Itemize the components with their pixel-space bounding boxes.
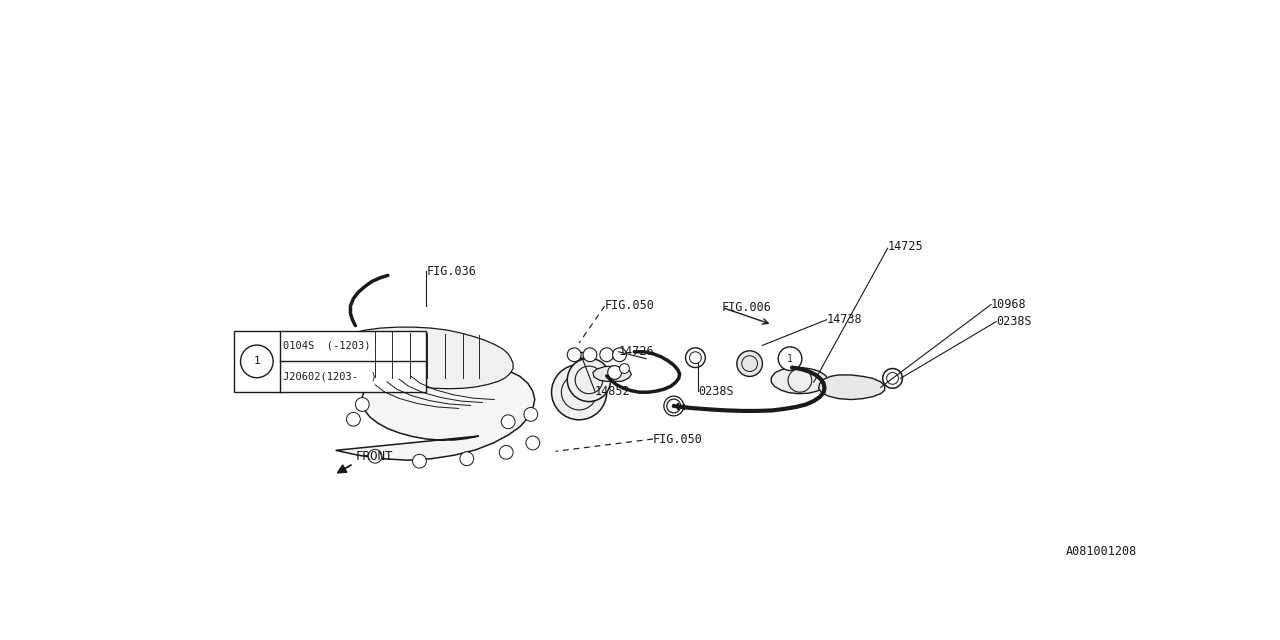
Circle shape (499, 445, 513, 460)
Polygon shape (772, 367, 828, 394)
Text: 1: 1 (253, 356, 260, 366)
Circle shape (241, 345, 273, 378)
Circle shape (608, 365, 622, 380)
Polygon shape (593, 366, 631, 381)
Circle shape (412, 454, 426, 468)
Circle shape (356, 397, 369, 412)
Text: 0104S  (-1203): 0104S (-1203) (283, 341, 371, 351)
Circle shape (369, 449, 381, 463)
Text: FIG.006: FIG.006 (722, 301, 772, 314)
Circle shape (524, 408, 538, 421)
Circle shape (526, 436, 540, 450)
Text: J20602(1203-  ): J20602(1203- ) (283, 372, 378, 382)
Circle shape (567, 358, 611, 401)
Text: FIG.036: FIG.036 (426, 265, 476, 278)
Text: FIG.050: FIG.050 (653, 433, 703, 445)
Polygon shape (572, 352, 591, 358)
Circle shape (883, 369, 902, 388)
Polygon shape (335, 358, 535, 460)
Circle shape (347, 412, 361, 426)
Circle shape (584, 348, 596, 362)
Text: 14852: 14852 (595, 385, 631, 397)
Circle shape (737, 351, 763, 376)
Polygon shape (819, 375, 884, 399)
Circle shape (613, 348, 626, 362)
Text: A081001208: A081001208 (1066, 545, 1137, 558)
Circle shape (552, 365, 607, 420)
Text: FRONT: FRONT (356, 450, 393, 463)
Circle shape (600, 348, 613, 362)
Text: 1: 1 (787, 354, 794, 364)
Text: 10968: 10968 (991, 298, 1027, 311)
Bar (234, 331, 426, 392)
Text: FIG.050: FIG.050 (604, 300, 654, 312)
Text: 0238S: 0238S (699, 385, 733, 397)
Text: 14726: 14726 (618, 346, 654, 358)
Text: 14738: 14738 (827, 313, 863, 326)
Circle shape (460, 452, 474, 466)
Polygon shape (604, 352, 622, 358)
Circle shape (620, 364, 630, 374)
Text: 0238S: 0238S (996, 316, 1032, 328)
Circle shape (686, 348, 705, 367)
Text: 14725: 14725 (887, 240, 923, 253)
Polygon shape (311, 327, 513, 388)
Circle shape (502, 415, 515, 429)
Circle shape (567, 348, 581, 362)
Circle shape (778, 347, 801, 371)
